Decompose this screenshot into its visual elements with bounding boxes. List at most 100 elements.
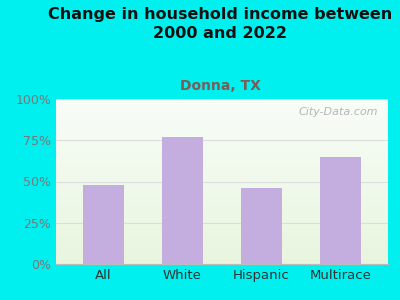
Bar (56, 189, 388, 190)
Bar (56, 214, 388, 215)
Bar (56, 237, 388, 238)
Bar (56, 152, 388, 153)
Bar (83, 185, 124, 264)
Bar (56, 201, 388, 202)
Bar (56, 213, 388, 214)
Bar (56, 225, 388, 226)
Bar (56, 137, 388, 138)
Bar (56, 155, 388, 156)
Bar (56, 219, 388, 220)
Bar (56, 210, 388, 211)
Bar (56, 117, 388, 118)
Bar (56, 169, 388, 170)
Bar (56, 120, 388, 121)
Bar (56, 128, 388, 129)
Bar (56, 176, 388, 177)
Bar (56, 175, 388, 176)
Bar (56, 239, 388, 240)
Text: Change in household income between
2000 and 2022: Change in household income between 2000 … (48, 8, 392, 41)
Bar (56, 119, 388, 120)
Bar (56, 207, 388, 208)
Bar (56, 150, 388, 151)
Bar (56, 216, 388, 217)
Bar (56, 161, 388, 162)
Bar (56, 247, 388, 248)
Bar (56, 109, 388, 110)
Bar (56, 174, 388, 175)
Bar (56, 193, 388, 194)
Bar (56, 166, 388, 167)
Bar (56, 135, 388, 136)
Bar (56, 122, 388, 123)
Bar (56, 188, 388, 189)
Bar (56, 259, 388, 260)
Bar (56, 148, 388, 149)
Bar (56, 121, 388, 122)
Bar (56, 101, 388, 102)
Bar (56, 250, 388, 251)
Bar (320, 157, 361, 264)
Bar (56, 115, 388, 116)
Bar (56, 208, 388, 209)
Bar (56, 170, 388, 171)
Bar (56, 139, 388, 140)
Bar (56, 123, 388, 124)
Bar (56, 245, 388, 246)
Bar (56, 257, 388, 258)
Bar (56, 118, 388, 119)
Text: City-Data.com: City-Data.com (298, 107, 378, 117)
Bar (56, 242, 388, 243)
Bar (56, 192, 388, 193)
Bar (56, 147, 388, 148)
Bar (56, 138, 388, 139)
Bar (56, 181, 388, 182)
Bar (56, 249, 388, 250)
Bar (56, 209, 388, 210)
Bar (56, 149, 388, 150)
Bar (56, 131, 388, 132)
Bar (56, 184, 388, 185)
Bar (56, 110, 388, 111)
Bar (56, 241, 388, 242)
Bar (56, 251, 388, 252)
Bar (56, 263, 388, 264)
Bar (56, 240, 388, 241)
Bar (56, 164, 388, 165)
Bar (56, 203, 388, 204)
Bar (56, 206, 388, 207)
Bar (56, 153, 388, 154)
Bar (56, 157, 388, 158)
Bar (56, 191, 388, 192)
Bar (56, 116, 388, 117)
Bar (56, 221, 388, 222)
Bar (56, 205, 388, 206)
Bar (56, 146, 388, 147)
Bar (56, 132, 388, 133)
Bar (56, 218, 388, 219)
Bar (56, 136, 388, 137)
Bar (56, 212, 388, 213)
Bar (56, 196, 388, 197)
Bar (241, 188, 282, 264)
Bar (56, 168, 388, 169)
Bar (56, 104, 388, 105)
Bar (56, 220, 388, 221)
Bar (56, 197, 388, 198)
Bar (56, 190, 388, 191)
Bar (56, 229, 388, 230)
Bar (56, 171, 388, 172)
Bar (56, 260, 388, 261)
Bar (56, 261, 388, 262)
Bar (56, 134, 388, 135)
Bar (56, 167, 388, 168)
Bar (56, 255, 388, 256)
Bar (56, 195, 388, 196)
Bar (56, 244, 388, 245)
Bar (56, 215, 388, 216)
Bar (56, 125, 388, 126)
Bar (56, 141, 388, 142)
Bar (56, 224, 388, 225)
Bar (56, 172, 388, 173)
Bar (56, 262, 388, 263)
Bar (56, 256, 388, 257)
